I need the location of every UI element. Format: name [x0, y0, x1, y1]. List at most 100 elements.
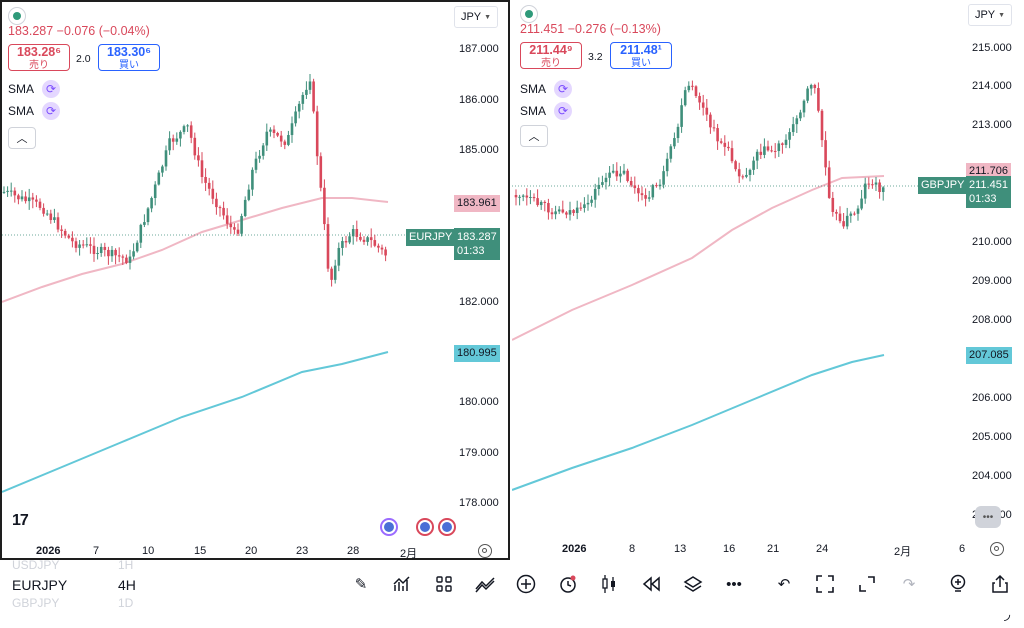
collapse-legend-button[interactable]: ︿ — [8, 127, 36, 149]
alert-icon[interactable] — [556, 572, 580, 596]
expand-icon[interactable] — [855, 572, 879, 596]
candle-body — [629, 180, 633, 186]
fullscreen-icon[interactable] — [813, 572, 837, 596]
candle-body — [326, 224, 330, 269]
candle-body — [568, 210, 572, 215]
candle-body — [121, 256, 125, 258]
left-chart-canvas[interactable] — [2, 2, 508, 558]
candle-body — [164, 150, 168, 167]
candle-body — [305, 89, 308, 95]
last-price-tag: 211.451 01:33 — [966, 176, 1011, 208]
currency-selector[interactable]: JPY ▼ — [968, 4, 1012, 26]
event-icon[interactable] — [380, 518, 398, 536]
right-chart-panel[interactable]: 211.451 −0.276 (−0.13%) 211.44⁹ 売り 3.2 2… — [512, 0, 1024, 560]
sell-button[interactable]: 211.44⁹ 売り — [520, 42, 582, 69]
interval-picker[interactable]: 4H — [118, 577, 136, 593]
candle-body — [838, 213, 842, 222]
candle-body — [215, 198, 218, 208]
candle-body — [611, 170, 615, 173]
candle-body — [737, 169, 741, 177]
candle-body — [788, 132, 791, 140]
ohlc-readout: 183.287 −0.076 (−0.04%) — [8, 24, 150, 38]
buy-button[interactable]: 183.30⁶ 買い — [98, 44, 160, 71]
candle-body — [56, 217, 60, 230]
symbol-picker-prev[interactable]: USDJPY — [12, 558, 60, 572]
redo-icon[interactable]: ↷ — [902, 576, 916, 593]
last-price: 211.451 — [969, 179, 1008, 191]
resize-handle-icon[interactable]: ◞ — [1004, 606, 1011, 623]
undo-icon[interactable]: ↶ — [777, 576, 791, 593]
candle-body — [809, 84, 813, 89]
candle-body — [637, 188, 640, 194]
chart-settings-icon[interactable] — [990, 542, 1004, 556]
chat-icon[interactable]: ••• — [975, 506, 1001, 528]
candle-body — [874, 182, 878, 185]
candle-body — [279, 135, 283, 142]
chart-settings-icon[interactable] — [478, 544, 492, 558]
symbol-picker[interactable]: EURJPY — [12, 577, 68, 593]
replay-icon[interactable] — [639, 572, 663, 596]
candle-body — [860, 198, 863, 209]
interval-picker-next[interactable]: 1D — [118, 596, 134, 610]
more-icon[interactable]: ••• — [726, 575, 742, 593]
symbol-picker-next[interactable]: GBPJPY — [12, 596, 60, 610]
indicator-sma-1[interactable]: SMA ⟳ — [520, 80, 573, 98]
price-axis-label: 180.000 — [459, 396, 499, 408]
draw-icon[interactable]: ✎ — [354, 576, 368, 593]
event-icon[interactable] — [438, 518, 456, 536]
candle-body — [871, 184, 874, 186]
candle-body — [103, 246, 107, 250]
refresh-icon[interactable]: ⟳ — [554, 102, 573, 120]
refresh-icon[interactable]: ⟳ — [42, 102, 61, 120]
indicator-sma-1[interactable]: SMA ⟳ — [8, 80, 61, 98]
candle-body — [773, 150, 777, 152]
indicators-icon[interactable] — [390, 572, 414, 596]
candle-body — [619, 173, 622, 177]
layout-icon[interactable] — [432, 572, 456, 596]
indicator-sma-2[interactable]: SMA ⟳ — [8, 102, 61, 120]
collapse-legend-button[interactable]: ︿ — [520, 125, 548, 147]
candle-body — [341, 241, 344, 248]
buy-button[interactable]: 211.48¹ 買い — [610, 42, 672, 69]
ideas-icon[interactable] — [946, 572, 970, 596]
candle-body — [157, 172, 161, 185]
symbol-status-icon[interactable] — [520, 5, 538, 23]
candle-body — [107, 249, 110, 257]
candle-body — [572, 210, 575, 214]
chevron-up-icon: ︿ — [16, 133, 28, 145]
share-icon[interactable] — [988, 572, 1012, 596]
events-row[interactable] — [380, 518, 456, 536]
candle-body — [67, 235, 71, 238]
candle-body — [330, 268, 333, 280]
left-chart-panel[interactable]: 183.287 −0.076 (−0.04%) 183.28⁶ 売り 2.0 1… — [0, 0, 510, 560]
add-icon[interactable] — [514, 572, 538, 596]
time-axis-label: 21 — [767, 543, 780, 555]
sell-button[interactable]: 183.28⁶ 売り — [8, 44, 70, 71]
price-axis-label: 210.000 — [972, 236, 1012, 248]
price-axis-label: 215.000 — [972, 42, 1012, 54]
candle-body — [294, 111, 297, 124]
compare-icon[interactable] — [473, 572, 497, 596]
candle-body — [297, 103, 301, 112]
symbol-status-icon[interactable] — [8, 7, 26, 25]
candle-body — [265, 131, 269, 146]
time-axis-label: 23 — [296, 545, 309, 557]
indicator-sma-2[interactable]: SMA ⟳ — [520, 102, 573, 120]
refresh-icon[interactable]: ⟳ — [554, 80, 573, 98]
candle-body — [143, 222, 146, 225]
layers-icon[interactable] — [681, 572, 705, 596]
event-icon[interactable] — [416, 518, 434, 536]
interval-picker-prev[interactable]: 1H — [118, 558, 134, 572]
candle-body — [333, 265, 337, 280]
candle-body — [539, 201, 543, 206]
right-chart-canvas[interactable] — [512, 0, 1024, 560]
indicator-label: SMA — [8, 82, 35, 96]
candle-body — [658, 184, 662, 187]
bar-style-icon[interactable] — [597, 572, 621, 596]
candle-body — [2, 191, 6, 193]
currency-selector[interactable]: JPY ▼ — [454, 6, 498, 28]
candle-body — [712, 127, 716, 129]
candle-body — [845, 215, 849, 227]
refresh-icon[interactable]: ⟳ — [42, 80, 61, 98]
candle-body — [63, 230, 67, 236]
